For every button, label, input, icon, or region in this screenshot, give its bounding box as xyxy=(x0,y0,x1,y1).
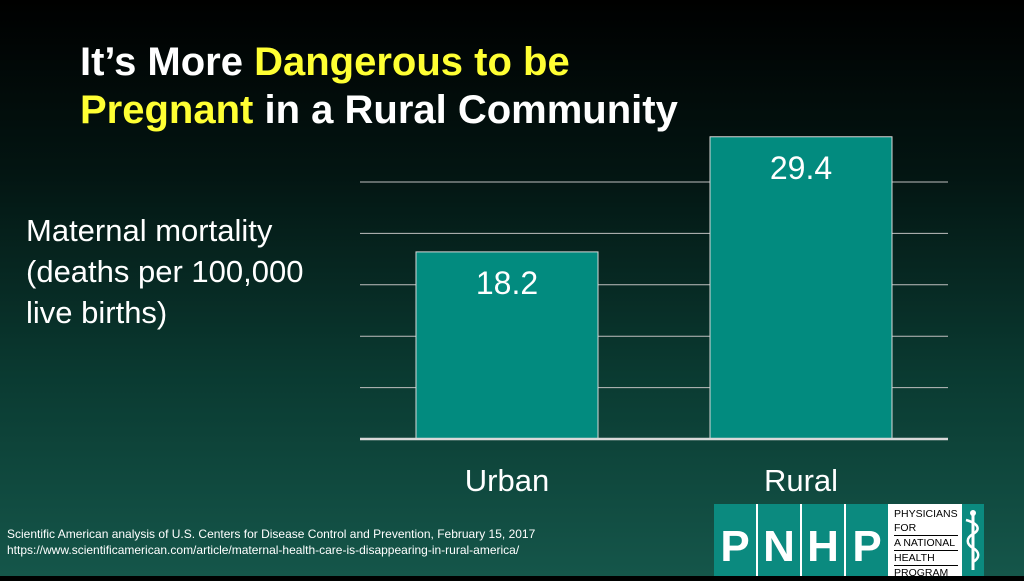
logo-line-3: HEALTH xyxy=(894,551,958,566)
logo-text: PHYSICIANS FOR A NATIONAL HEALTH PROGRAM xyxy=(890,504,962,581)
title-highlight1: Dangerous to be xyxy=(254,40,570,84)
x-tick-label-urban: Urban xyxy=(465,463,549,498)
pnhp-logo: P N H P PHYSICIANS FOR A NATIONAL HEALTH… xyxy=(714,504,984,581)
logo-line-2: A NATIONAL xyxy=(894,536,958,551)
y-axis-label: Maternal mortality (deaths per 100,000 l… xyxy=(26,213,304,330)
logo-line-4: PROGRAM xyxy=(894,566,958,581)
logo-letter-h: H xyxy=(802,504,844,576)
page-title: It’s More Dangerous to be Pregnant in a … xyxy=(80,38,840,134)
source-citation: Scientific American analysis of U.S. Cen… xyxy=(7,526,707,558)
title-highlight2: Pregnant xyxy=(80,88,254,132)
data-label-urban: 18.2 xyxy=(476,265,538,301)
bar-urban xyxy=(415,251,599,440)
source-line-1: Scientific American analysis of U.S. Cen… xyxy=(7,527,536,541)
logo-line-1: PHYSICIANS FOR xyxy=(894,508,958,536)
logo-letters: P N H P xyxy=(714,504,890,576)
caduceus-icon xyxy=(961,504,984,576)
x-tick-label-rural: Rural xyxy=(764,463,838,498)
title-part2: in a Rural Community xyxy=(253,88,678,132)
data-label-rural: 29.4 xyxy=(770,150,832,186)
bar-rural xyxy=(709,136,893,440)
logo-letter-p2: P xyxy=(846,504,888,576)
source-url[interactable]: https://www.scientificamerican.com/artic… xyxy=(7,543,520,557)
logo-letter-n: N xyxy=(758,504,800,576)
title-part1: It’s More xyxy=(80,40,255,84)
logo-letter-p1: P xyxy=(714,504,756,576)
